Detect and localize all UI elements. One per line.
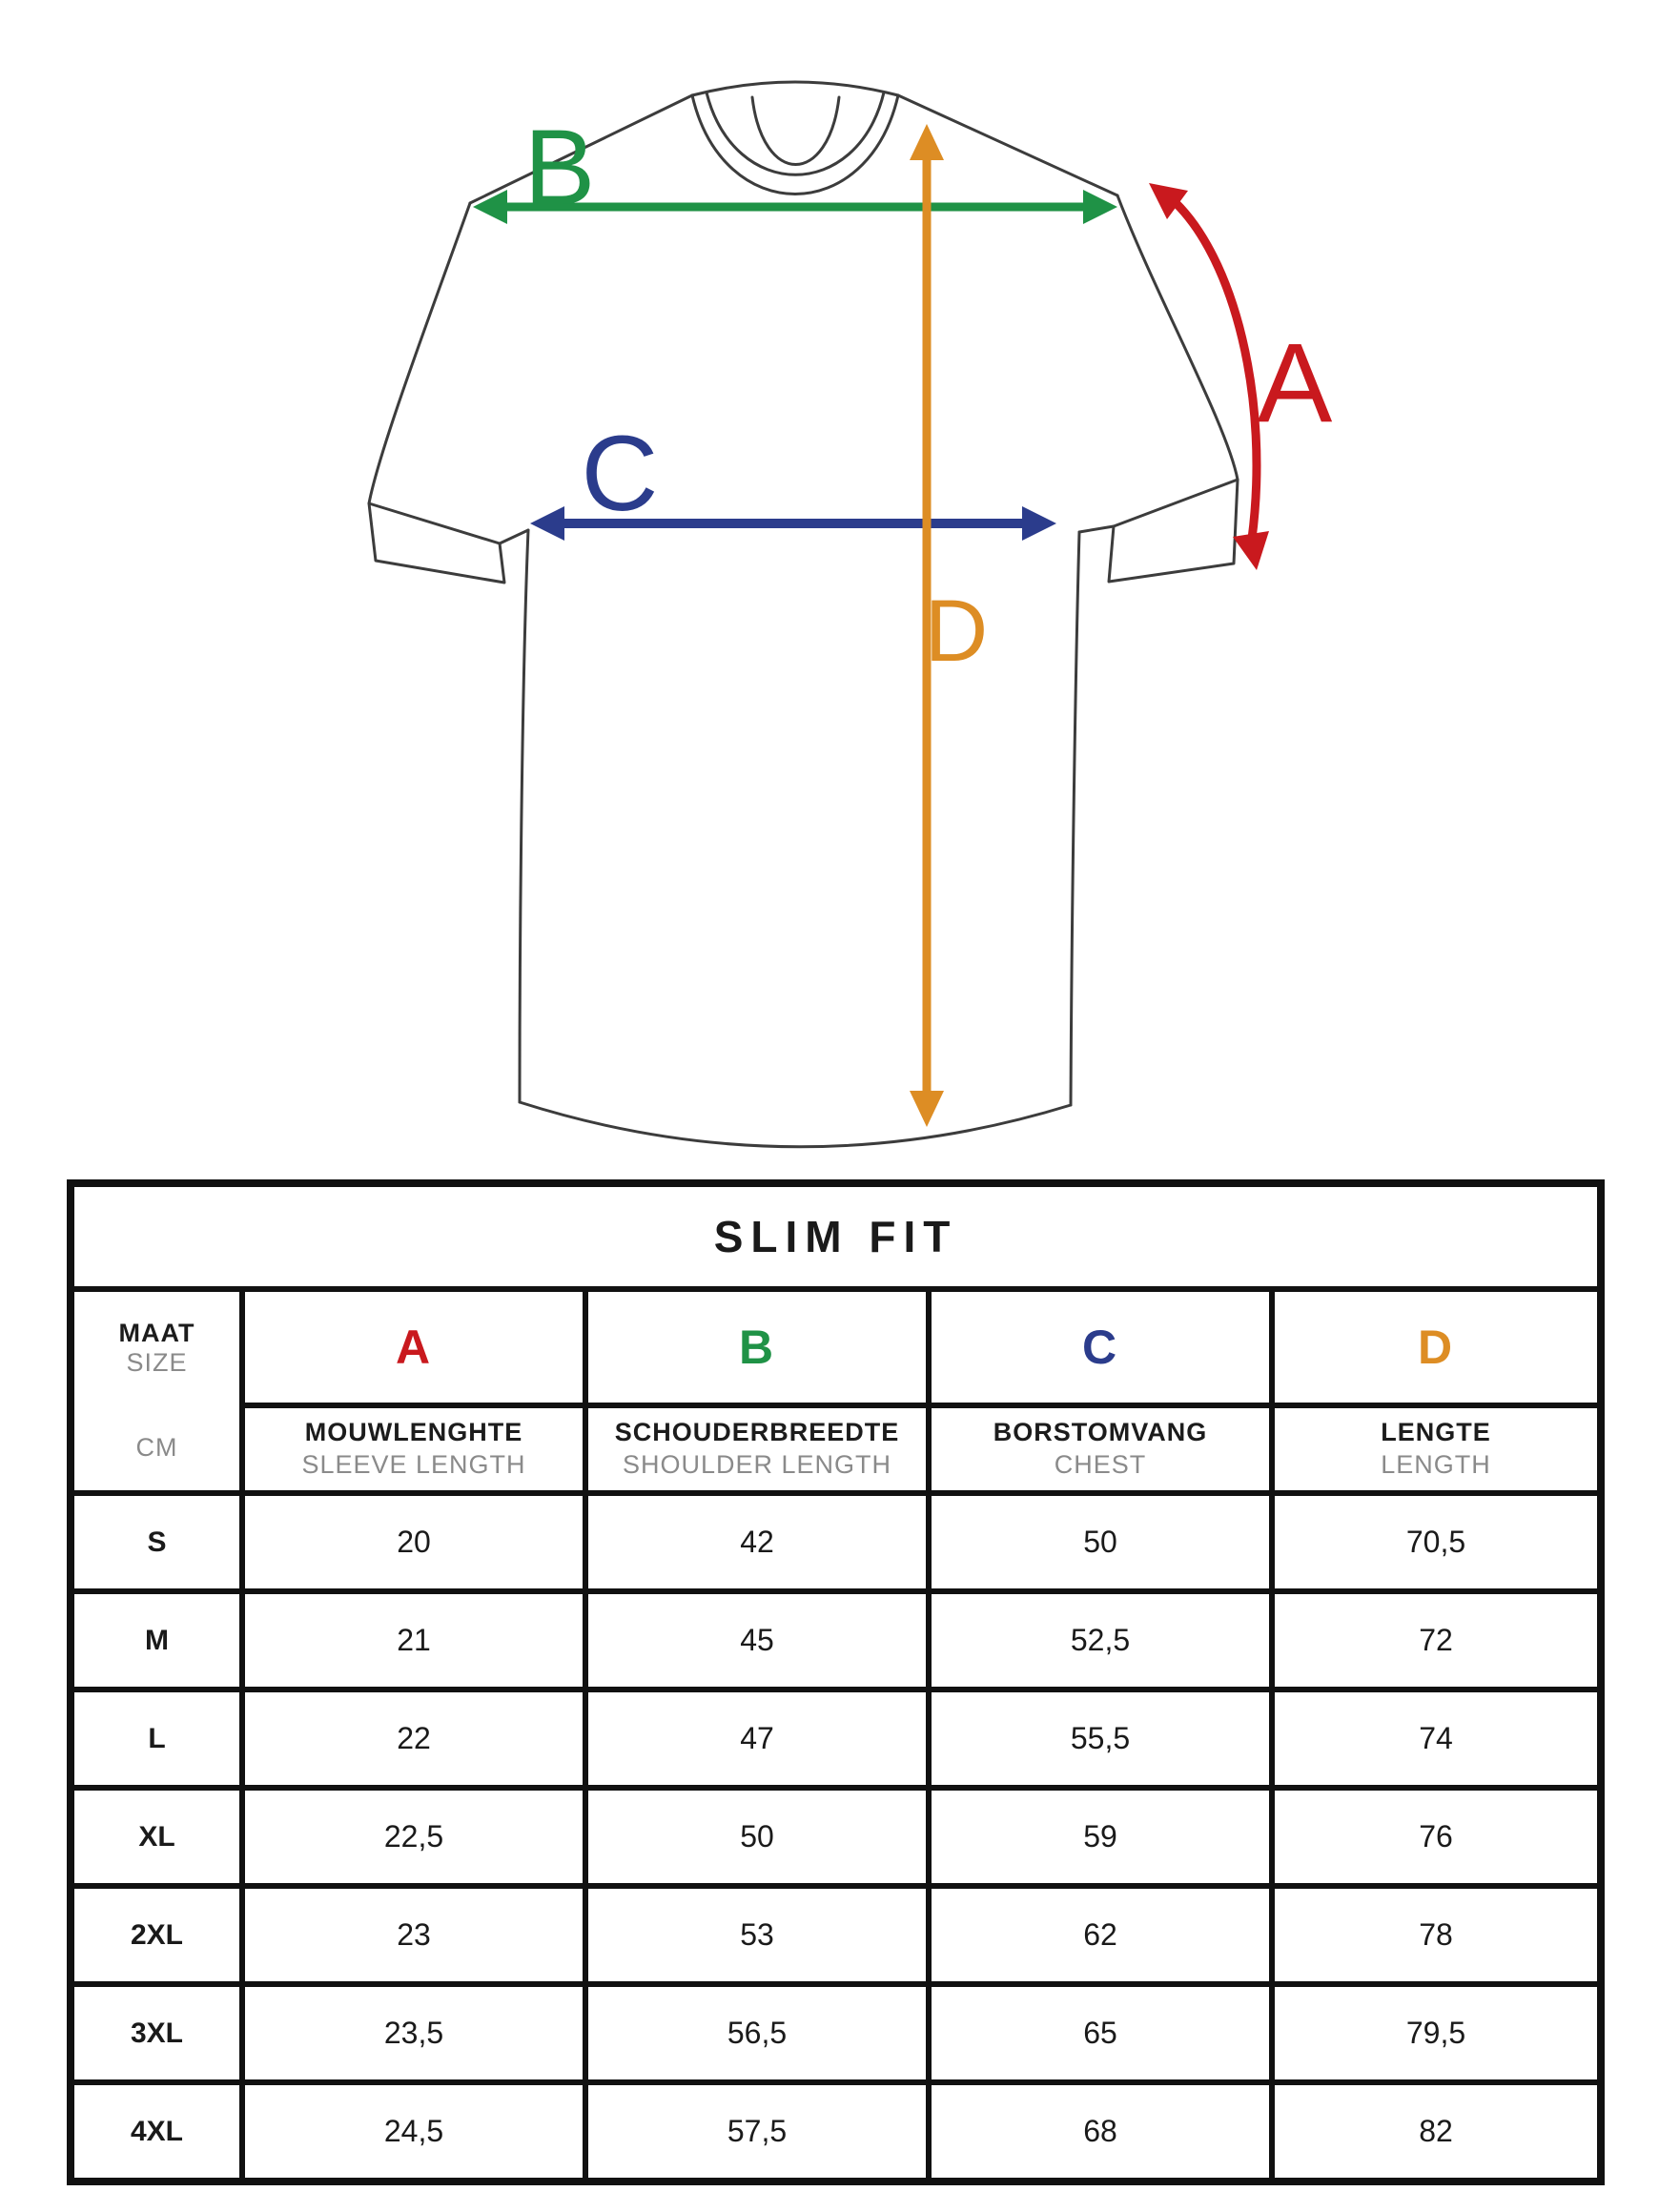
arrow-a-sleeve-length: [1149, 183, 1269, 570]
table-row: XL 22,5 50 59 76: [68, 1785, 1605, 1889]
column-letter-d: D: [1268, 1286, 1605, 1408]
size-header-en: SIZE: [126, 1348, 188, 1377]
unit-label: CM: [135, 1432, 178, 1462]
right-sleeve-outer-edge: [1116, 194, 1239, 481]
arrow-d-length: [910, 124, 944, 1127]
size-cell: L: [68, 1687, 245, 1791]
value-cell: 56,5: [583, 1981, 932, 2085]
arrowhead-top-icon: [910, 124, 944, 160]
collar-outer-neckline: [690, 93, 900, 195]
value-cell: 70,5: [1268, 1490, 1605, 1594]
table-row: L 22 47 55,5 74: [68, 1687, 1605, 1791]
arrowhead-right-icon: [1022, 506, 1056, 541]
left-underarm-seam: [498, 528, 530, 545]
name-header-row: MOUWLENGHTE SLEEVE LENGTH SCHOUDERBREEDT…: [71, 1403, 1605, 1496]
left-sleeve-outer-edge: [367, 201, 472, 505]
value-cell: 20: [239, 1490, 588, 1594]
table-row: S 20 42 50 70,5: [68, 1490, 1605, 1594]
tshirt-outline: [367, 80, 1239, 1149]
arrow-c-chest: [530, 506, 1056, 541]
table-title: SLIM FIT: [67, 1180, 1605, 1292]
value-cell: 45: [583, 1588, 932, 1692]
arrowhead-bottom-icon: [910, 1091, 944, 1127]
table-row: M 21 45 52,5 72: [68, 1588, 1605, 1692]
value-cell: 74: [1268, 1687, 1605, 1791]
value-cell: 76: [1268, 1785, 1605, 1889]
value-cell: 55,5: [926, 1687, 1275, 1791]
table-row: 2XL 23 53 62 78: [68, 1883, 1605, 1987]
size-cell: XL: [68, 1785, 245, 1889]
body-left-edge: [518, 528, 530, 1104]
value-cell: 50: [926, 1490, 1275, 1594]
size-cell: S: [68, 1490, 245, 1594]
arrowhead-bottom-icon: [1233, 531, 1269, 570]
value-cell: 42: [583, 1490, 932, 1594]
value-cell: 79,5: [1268, 1981, 1605, 2085]
value-cell: 65: [926, 1981, 1275, 2085]
value-cell: 22,5: [239, 1785, 588, 1889]
label-b: B: [524, 108, 596, 227]
body-hem: [518, 1100, 1073, 1149]
label-c: C: [582, 414, 659, 533]
body-right-edge: [1069, 530, 1081, 1107]
letter-header-row: MAAT SIZE CM A B C D: [68, 1286, 1605, 1496]
value-cell: 59: [926, 1785, 1275, 1889]
arrowhead-left-icon: [473, 190, 507, 224]
right-shoulder-seam: [896, 93, 1119, 197]
value-cell: 82: [1268, 2079, 1605, 2184]
value-cell: 21: [239, 1588, 588, 1692]
right-sleeve-cuff: [1107, 478, 1239, 584]
collar-band-inner: [705, 91, 886, 176]
column-name-c: BORSTOMVANG CHEST: [926, 1403, 1275, 1496]
title-row: SLIM FIT: [67, 1180, 1605, 1292]
value-cell: 57,5: [583, 2079, 932, 2184]
collar-back-rib: [750, 95, 841, 166]
column-letter-a: A: [239, 1286, 588, 1408]
label-d: D: [925, 583, 988, 680]
size-cell: 4XL: [68, 2079, 245, 2184]
value-cell: 78: [1268, 1883, 1605, 1987]
value-cell: 62: [926, 1883, 1275, 1987]
table-row: 3XL 23,5 56,5 65 79,5: [68, 1981, 1605, 2085]
value-cell: 24,5: [239, 2079, 588, 2184]
size-cell: M: [68, 1588, 245, 1692]
column-letter-c: C: [926, 1286, 1275, 1408]
value-cell: 50: [583, 1785, 932, 1889]
tshirt-measurement-diagram: B C D A: [367, 80, 1333, 1149]
value-cell: 23: [239, 1883, 588, 1987]
table-row: 4XL 24,5 57,5 68 82: [68, 2079, 1605, 2184]
arrowhead-right-icon: [1083, 190, 1117, 224]
value-cell: 53: [583, 1883, 932, 1987]
collar-top-edge: [690, 80, 900, 97]
column-name-d: LENGTE LENGTH: [1268, 1403, 1605, 1496]
value-cell: 47: [583, 1687, 932, 1791]
size-unit-header: MAAT SIZE CM: [68, 1286, 245, 1496]
right-underarm-seam: [1077, 524, 1116, 534]
label-a: A: [1258, 320, 1333, 446]
value-cell: 68: [926, 2079, 1275, 2184]
size-table: SLIM FIT MAAT SIZE CM A B C D: [67, 1179, 1606, 2185]
value-cell: 52,5: [926, 1588, 1275, 1692]
left-shoulder-seam: [468, 93, 694, 205]
arrowhead-top-icon: [1149, 183, 1188, 219]
column-letter-b: B: [583, 1286, 932, 1408]
value-cell: 72: [1268, 1588, 1605, 1692]
column-name-a: MOUWLENGHTE SLEEVE LENGTH: [239, 1403, 588, 1496]
column-name-b: SCHOUDERBREEDTE SHOULDER LENGTH: [583, 1403, 932, 1496]
size-cell: 2XL: [68, 1883, 245, 1987]
size-header-nl: MAAT: [118, 1319, 195, 1347]
size-cell: 3XL: [68, 1981, 245, 2085]
value-cell: 23,5: [239, 1981, 588, 2085]
arrow-b-shoulder-width: [473, 190, 1117, 224]
left-sleeve-cuff: [367, 502, 506, 584]
value-cell: 22: [239, 1687, 588, 1791]
arrowhead-left-icon: [530, 506, 564, 541]
